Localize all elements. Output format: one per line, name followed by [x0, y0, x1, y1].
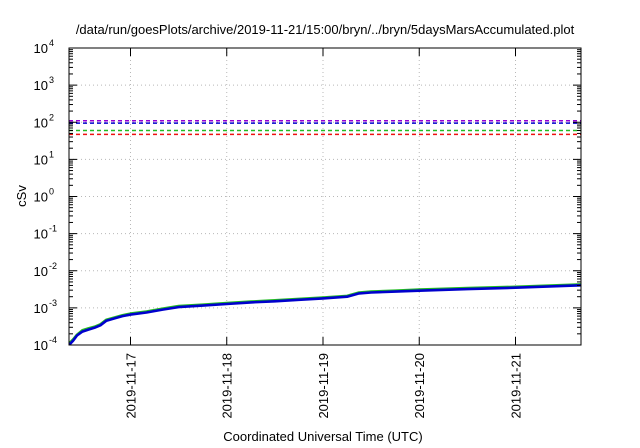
x-tick-label: 2019-11-19	[316, 353, 331, 419]
y-tick-label: 10 -1	[34, 224, 57, 242]
svg-text:-4: -4	[49, 335, 57, 345]
svg-text:-1: -1	[49, 224, 57, 234]
series-lines	[69, 283, 581, 345]
svg-text:10: 10	[34, 152, 48, 167]
y-axis-label: cSv	[14, 185, 29, 207]
reference-lines	[69, 119, 581, 136]
y-tick-label: 10 4	[34, 38, 54, 56]
svg-text:-3: -3	[49, 298, 57, 308]
y-tick-label: 10 0	[34, 187, 54, 205]
chart-title: /data/run/goesPlots/archive/2019-11-21/1…	[76, 22, 575, 37]
x-tick-label: 2019-11-21	[508, 353, 523, 419]
y-tick-label: 10 3	[34, 75, 54, 93]
x-tick-label: 2019-11-18	[220, 353, 235, 419]
y-tick-label: 10 -2	[34, 261, 57, 279]
svg-text:10: 10	[34, 301, 48, 316]
y-tick-label: 10 1	[34, 149, 54, 167]
y-tick-label: 10 -4	[34, 335, 57, 353]
svg-text:10: 10	[34, 190, 48, 205]
y-tick-label: 10 2	[34, 112, 54, 130]
series-line	[69, 284, 581, 345]
svg-text:0: 0	[49, 187, 54, 197]
svg-text:-2: -2	[49, 261, 57, 271]
grid	[69, 48, 581, 345]
x-tick-label: 2019-11-17	[123, 353, 138, 419]
y-tick-label: 10 -3	[34, 298, 57, 316]
svg-text:10: 10	[34, 115, 48, 130]
svg-text:1: 1	[49, 149, 54, 159]
svg-text:10: 10	[34, 227, 48, 242]
svg-text:10: 10	[34, 78, 48, 93]
svg-text:10: 10	[34, 264, 48, 279]
x-axis-label: Coordinated Universal Time (UTC)	[223, 429, 422, 444]
svg-text:10: 10	[34, 338, 48, 353]
svg-text:10: 10	[34, 41, 48, 56]
x-tick-label: 2019-11-20	[412, 353, 427, 419]
x-axis-ticks: 2019-11-17 2019-11-18 2019-11-19 2019-11-20…	[123, 48, 523, 419]
svg-text:3: 3	[49, 75, 54, 85]
svg-text:2: 2	[49, 112, 54, 122]
svg-text:4: 4	[49, 38, 54, 48]
